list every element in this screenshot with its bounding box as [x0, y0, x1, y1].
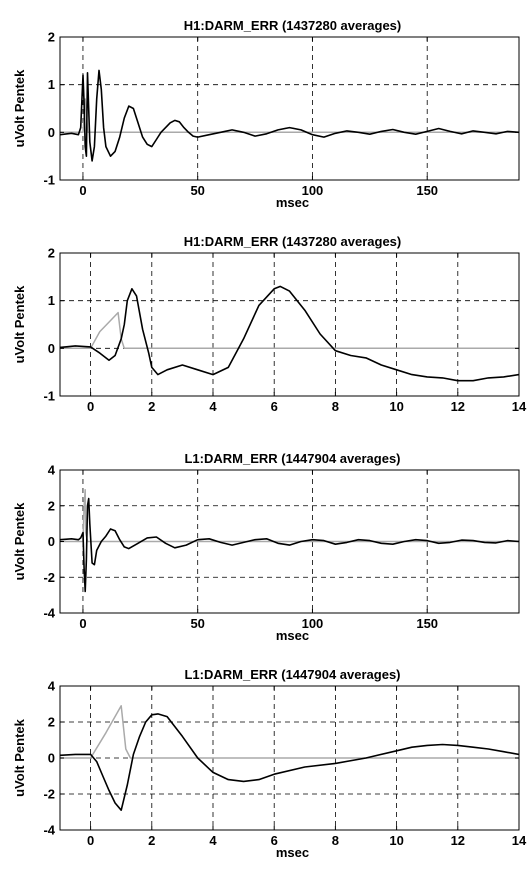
- x-tick-label: 6: [271, 399, 278, 414]
- series-line-1: [60, 285, 519, 382]
- x-tick-label: 0: [79, 183, 86, 198]
- plot-frame: [59, 252, 520, 397]
- chart-panel-1: 0 50 100 150 -1 0 1 2 H1:DARM_ERR (1437280 avera…: [12, 18, 520, 210]
- y-tick-label: 1: [48, 77, 55, 92]
- x-tick-label: 12: [451, 399, 465, 414]
- x-tick-label: 12: [451, 833, 465, 848]
- y-tick-label: -4: [43, 606, 55, 621]
- chart-title: L1:DARM_ERR (1447904 averages): [184, 451, 400, 466]
- y-tick-label: -2: [43, 787, 55, 802]
- x-tick-label: 6: [271, 833, 278, 848]
- y-axis-label: uVolt Pentek: [12, 502, 27, 581]
- y-tick-label: -4: [43, 823, 55, 838]
- x-tick-label: 100: [302, 616, 324, 631]
- series-line-1: [60, 69, 519, 162]
- y-tick-label: 4: [48, 679, 56, 694]
- chart-title: H1:DARM_ERR (1437280 averages): [184, 234, 402, 249]
- series-line-1: [60, 713, 519, 812]
- x-tick-label: 8: [332, 399, 339, 414]
- x-tick-label: 150: [416, 183, 438, 198]
- series-line-2: [60, 705, 519, 759]
- y-tick-label: -1: [43, 389, 55, 404]
- x-tick-label: 4: [209, 833, 217, 848]
- y-tick-label: 2: [48, 30, 55, 45]
- series-line-1: [60, 497, 519, 593]
- chart-title: L1:DARM_ERR (1447904 averages): [184, 667, 400, 682]
- x-tick-label: 2: [148, 399, 155, 414]
- series-line-2: [60, 488, 519, 543]
- y-tick-label: -1: [43, 173, 55, 188]
- x-tick-label: 10: [389, 833, 403, 848]
- x-tick-label: 100: [302, 183, 324, 198]
- series-line-2: [60, 98, 519, 134]
- x-tick-label: 0: [87, 833, 94, 848]
- x-tick-label: 14: [512, 399, 527, 414]
- x-tick-label: 0: [79, 616, 86, 631]
- y-tick-label: 4: [48, 463, 56, 478]
- x-axis-label: msec: [276, 845, 309, 860]
- x-tick-label: 50: [190, 616, 204, 631]
- plot-frame: [59, 36, 520, 181]
- y-tick-label: 0: [48, 534, 55, 549]
- x-tick-label: 50: [190, 183, 204, 198]
- x-axis-label: msec: [276, 628, 309, 643]
- x-tick-label: 10: [389, 399, 403, 414]
- x-tick-label: 150: [416, 616, 438, 631]
- y-tick-label: 0: [48, 751, 55, 766]
- y-tick-label: 2: [48, 715, 55, 730]
- y-axis-label: uVolt Pentek: [12, 285, 27, 364]
- x-tick-label: 4: [209, 399, 217, 414]
- y-tick-label: 0: [48, 341, 55, 356]
- y-tick-label: 1: [48, 293, 55, 308]
- chart-title: H1:DARM_ERR (1437280 averages): [184, 18, 402, 33]
- y-tick-label: -2: [43, 570, 55, 585]
- x-axis-label: msec: [276, 195, 309, 210]
- x-tick-label: 8: [332, 833, 339, 848]
- x-tick-label: 2: [148, 833, 155, 848]
- series-line-2: [60, 311, 519, 350]
- chart-panel-3: 0 50 100 150 -4 -2 0 2 4 L1:DARM_ERR (1447904 ave…: [12, 451, 520, 643]
- y-axis-label: uVolt Pentek: [12, 69, 27, 148]
- y-tick-label: 2: [48, 498, 55, 513]
- x-tick-label: 0: [87, 399, 94, 414]
- y-tick-label: 0: [48, 125, 55, 140]
- y-tick-label: 2: [48, 246, 55, 261]
- chart-panel-4: 0 2 4 6 8 10 12 14 -4 -2 0 2 4 L1:DARM_ERR (1447904 a…: [12, 667, 527, 860]
- x-tick-label: 14: [512, 833, 527, 848]
- y-axis-label: uVolt Pentek: [12, 718, 27, 797]
